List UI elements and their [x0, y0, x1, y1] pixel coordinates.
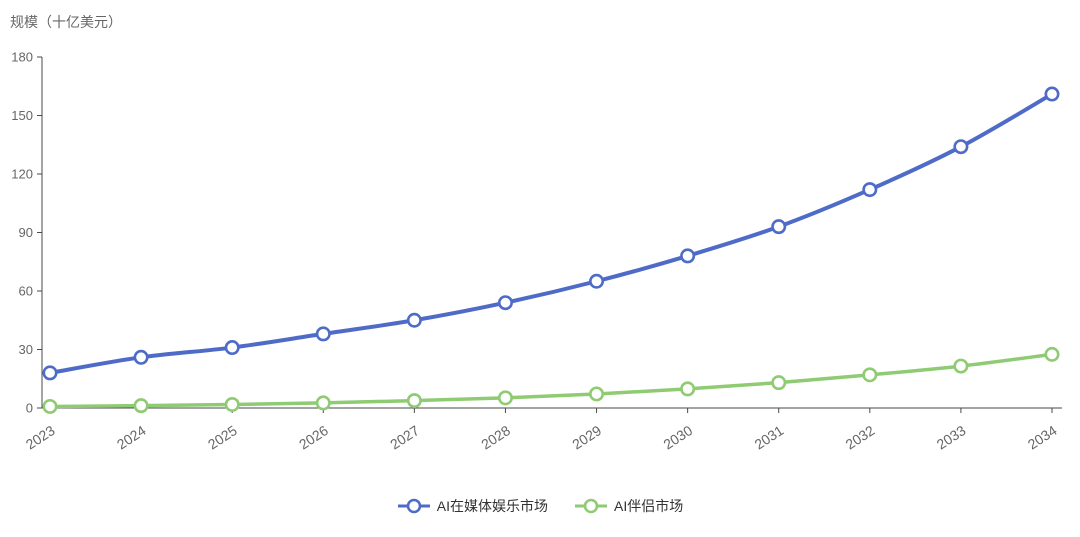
legend-label: AI在媒体娱乐市场 [436, 498, 548, 514]
data-point[interactable] [42, 398, 58, 414]
x-tick-label: 2030 [660, 422, 695, 452]
x-tick-label: 2029 [569, 422, 604, 452]
y-tick-label: 0 [26, 401, 33, 416]
data-point[interactable] [953, 358, 969, 374]
data-point[interactable] [224, 340, 240, 356]
series-line [48, 352, 1054, 409]
data-point[interactable] [224, 396, 240, 412]
legend-circle [583, 498, 599, 514]
legend: AI在媒体娱乐市场 AI伴侣市场 [0, 496, 1080, 516]
data-point[interactable] [1044, 346, 1060, 362]
x-tick-label: 2024 [114, 422, 149, 452]
data-point[interactable] [42, 365, 58, 381]
legend-marker-icon [575, 498, 607, 514]
data-point[interactable] [133, 349, 149, 365]
legend-circle [406, 498, 422, 514]
data-point[interactable] [497, 390, 513, 406]
data-point[interactable] [589, 273, 605, 289]
legend-item-0[interactable]: AI在媒体娱乐市场 [397, 496, 548, 516]
x-tick-label: 2027 [387, 422, 422, 452]
y-tick-label: 60 [19, 284, 33, 299]
x-tick-label: 2028 [478, 422, 513, 452]
data-point[interactable] [953, 139, 969, 155]
y-tick-label: 150 [11, 108, 33, 123]
legend-label: AI伴侣市场 [614, 498, 684, 514]
x-tick-label: 2033 [934, 422, 969, 452]
line-chart: 0 30 60 90 120 150 180 2023 2024 2025 2026 2027 2028… [11, 50, 1062, 452]
data-point[interactable] [406, 393, 422, 409]
data-point[interactable] [589, 386, 605, 402]
data-point[interactable] [133, 398, 149, 414]
x-tick-label: 2023 [23, 422, 58, 452]
x-tick-label: 2026 [296, 422, 331, 452]
y-tick-label: 180 [11, 50, 33, 65]
x-tick-label: 2032 [843, 422, 878, 452]
x-tick-label: 2034 [1025, 422, 1060, 452]
legend-marker-icon [397, 498, 430, 514]
data-point[interactable] [315, 326, 331, 342]
y-tick-label: 90 [19, 225, 33, 240]
data-point[interactable] [862, 367, 878, 383]
legend-item-1[interactable]: AI伴侣市场 [574, 496, 683, 516]
axes: 0 30 60 90 120 150 180 2023 2024 2025 2026 2027 2028… [11, 50, 1062, 452]
data-point[interactable] [1044, 86, 1060, 102]
y-tick-label: 30 [19, 342, 33, 357]
data-point[interactable] [771, 375, 787, 391]
data-point[interactable] [862, 182, 878, 198]
series-line [48, 92, 1054, 375]
y-tick-label: 120 [11, 167, 33, 182]
data-point[interactable] [406, 312, 422, 328]
x-tick-label: 2025 [205, 422, 240, 452]
data-point[interactable] [315, 395, 331, 411]
y-axis-title: 规模（十亿美元） [10, 14, 122, 30]
data-point[interactable] [680, 381, 696, 397]
data-point[interactable] [680, 248, 696, 264]
data-point[interactable] [771, 219, 787, 235]
series-1 [42, 346, 1060, 414]
data-point[interactable] [497, 295, 513, 311]
x-tick-label: 2031 [752, 422, 787, 452]
series-0 [42, 86, 1060, 381]
